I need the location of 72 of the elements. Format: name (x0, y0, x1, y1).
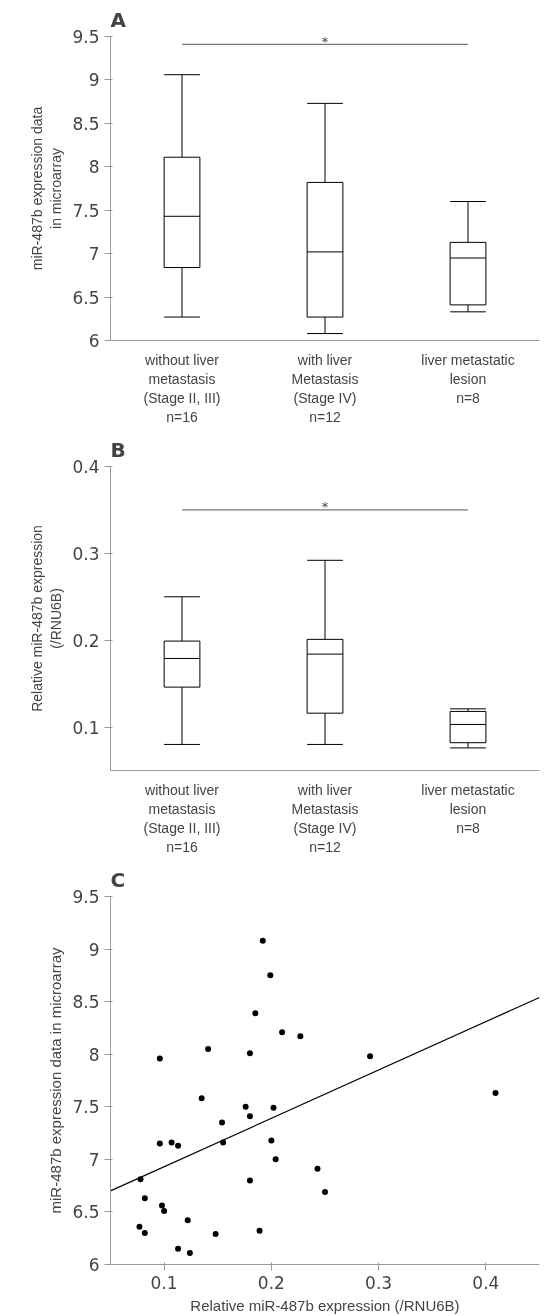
y-axis-title: miR-487b expression data in microarray (29, 106, 65, 271)
point (259, 937, 266, 944)
y-tick-label: 7.5 (72, 200, 100, 221)
point (270, 1104, 277, 1111)
y-tick-label: 0.4 (72, 457, 100, 477)
point (141, 1195, 148, 1202)
chart-title: B (110, 437, 126, 462)
y-axis-title: miR-487b expression data in microarray (47, 947, 65, 1214)
y-tick-label: 8 (88, 157, 100, 178)
point (297, 1033, 304, 1040)
y-axis-title: Relative miR-487b expression (/RNU6B) (29, 525, 65, 712)
point (267, 972, 274, 979)
point (246, 1113, 253, 1120)
point (175, 1245, 182, 1252)
y-tick-label: 7.5 (72, 1097, 100, 1118)
point (367, 1053, 374, 1060)
point (161, 1207, 168, 1214)
point (212, 1231, 219, 1237)
point (322, 1188, 328, 1195)
x-tick-label: liver metastatic lesion n=8 (421, 781, 515, 836)
y-tick-label: 9.5 (72, 27, 100, 47)
point (156, 1055, 163, 1062)
x-tick-label: 0.4 (472, 1272, 500, 1293)
y-tick-label: 6 (88, 1255, 100, 1275)
y-tick-label: 0.1 (72, 717, 100, 738)
y-tick-label: 9 (88, 70, 100, 91)
point (186, 1249, 193, 1256)
y-tick-label: 7 (88, 1149, 100, 1170)
ref-line-label: * (321, 33, 329, 49)
point (205, 1045, 212, 1052)
y-tick-label: 6.5 (72, 1202, 100, 1223)
point (175, 1142, 182, 1149)
ref-line-label: * (321, 499, 329, 515)
x-tick-label: 0.1 (150, 1272, 178, 1293)
point (246, 1050, 253, 1057)
y-tick-label: 8.5 (72, 113, 100, 134)
point (268, 1137, 275, 1144)
point (168, 1139, 175, 1146)
point (256, 1227, 263, 1234)
point (314, 1165, 321, 1172)
x-tick-label: 0.3 (365, 1272, 393, 1293)
x-tick-label: 0.2 (257, 1272, 285, 1293)
x-tick-label: with liver Metastasis (Stage IV) n=12 (291, 781, 359, 856)
point (156, 1140, 163, 1147)
point (246, 1177, 253, 1184)
point (492, 1090, 499, 1097)
x-tick-label: with liver Metastasis (Stage IV) n=12 (291, 351, 359, 426)
y-tick-label: 8.5 (72, 992, 100, 1013)
y-tick-label: 9 (88, 939, 100, 960)
x-tick-label: liver metastatic lesion n=8 (421, 351, 515, 406)
y-tick-label: 8 (88, 1044, 100, 1065)
point (158, 1202, 165, 1209)
y-tick-label: 9.5 (72, 887, 100, 907)
point (219, 1119, 226, 1126)
point (242, 1103, 249, 1110)
chart-title: C (110, 867, 126, 892)
point (272, 1156, 279, 1163)
y-tick-label: 6 (88, 331, 100, 351)
x-axis-title: Relative miR-487b expression (/RNU6B) (190, 1296, 460, 1314)
y-tick-label: 6.5 (72, 287, 100, 308)
point (141, 1229, 148, 1236)
point (184, 1217, 191, 1224)
point (198, 1095, 205, 1102)
point (279, 1029, 286, 1036)
y-tick-label: 0.3 (72, 543, 100, 564)
chart-title: A (110, 7, 127, 32)
point (136, 1223, 143, 1230)
y-tick-label: 0.2 (72, 630, 100, 651)
x-tick-label: without liver metastasis (Stage II, III) n=16 (143, 781, 221, 856)
point (252, 1010, 259, 1017)
x-tick-label: without liver metastasis (Stage II, III) n=16 (143, 351, 221, 426)
y-tick-label: 7 (88, 244, 100, 265)
